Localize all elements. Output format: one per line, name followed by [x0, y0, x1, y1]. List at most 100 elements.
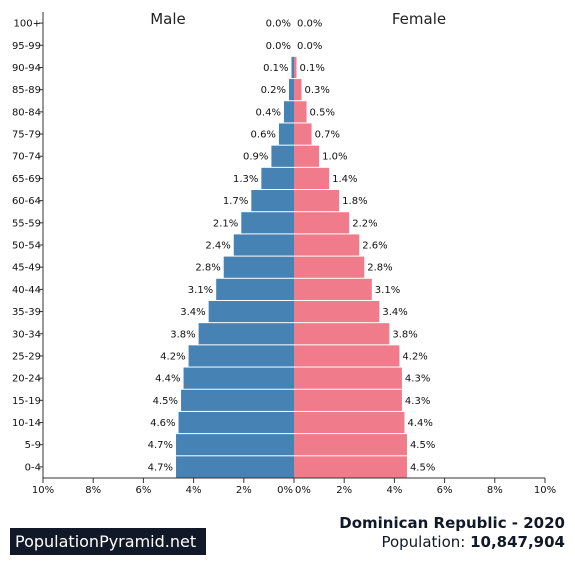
age-group-label: 50-54	[12, 241, 41, 252]
female-bar-25-29	[294, 345, 400, 367]
x-tick-label: 10%	[32, 485, 54, 496]
male-bar-65-69	[261, 167, 294, 190]
male-value-label: 0.9%	[243, 152, 268, 163]
female-value-label: 0.7%	[315, 130, 340, 141]
male-bar-20-24	[183, 367, 294, 389]
male-bar-90-94	[291, 56, 294, 79]
male-value-label: 0.6%	[251, 130, 276, 141]
female-value-label: 0.0%	[297, 19, 322, 30]
male-value-label: 2.4%	[205, 241, 230, 252]
female-value-label: 3.4%	[382, 307, 407, 318]
female-value-label: 4.2%	[402, 351, 427, 362]
male-value-label: 0.4%	[256, 107, 281, 118]
male-bar-30-34	[198, 323, 294, 345]
male-bar-70-74	[271, 145, 294, 167]
female-bar-30-34	[294, 323, 390, 345]
x-tick-label: 8%	[85, 485, 101, 496]
male-value-label: 3.4%	[180, 307, 205, 318]
male-value-label: 3.8%	[170, 329, 195, 340]
value-labels: 0.0% 0.0% 0.0% 0.0% 0.1% 0.1% 0.2% 0.3% 0.4% 0.5%…	[148, 19, 436, 474]
age-group-label: 45-49	[12, 263, 41, 274]
male-bar-40-44	[216, 278, 294, 300]
x-tick-label: 8%	[487, 485, 503, 496]
female-value-label: 0.5%	[310, 107, 335, 118]
female-bar-75-79	[294, 123, 312, 145]
male-value-label: 4.6%	[150, 418, 175, 429]
axes: 10% 8% 6% 4% 2% 0% 0% 2% 4% 6% 8% 10%	[32, 12, 556, 496]
age-group-label: 65-69	[12, 174, 41, 185]
age-group-label: 30-34	[12, 329, 41, 340]
male-value-label: 1.7%	[223, 196, 248, 207]
female-series-title: Female	[392, 10, 446, 28]
age-group-label: 85-89	[12, 85, 41, 96]
female-value-label: 3.8%	[392, 329, 417, 340]
male-value-label: 2.8%	[195, 263, 220, 274]
male-bar-15-19	[181, 389, 294, 411]
female-bar-60-64	[294, 190, 340, 212]
female-bar-50-54	[294, 234, 360, 256]
female-value-label: 2.2%	[352, 218, 377, 229]
male-bar-10-14	[178, 411, 294, 434]
female-value-label: 4.5%	[410, 440, 435, 451]
male-value-label: 4.5%	[153, 396, 178, 407]
female-bar-80-84	[294, 101, 307, 123]
age-group-label: 55-59	[12, 218, 41, 229]
male-value-label: 3.1%	[188, 285, 213, 296]
female-value-label: 4.3%	[405, 374, 430, 385]
age-group-label: 90-94	[12, 63, 41, 74]
x-tick-label: 4%	[386, 485, 402, 496]
population-value: 10,847,904	[470, 533, 565, 551]
female-bar-90-94	[294, 56, 297, 79]
female-bar-55-59	[294, 212, 350, 234]
female-value-label: 1.4%	[332, 174, 357, 185]
female-value-label: 3.1%	[375, 285, 400, 296]
male-bar-0-4	[176, 456, 294, 478]
male-bar-5-9	[176, 434, 294, 456]
age-group-label: 35-39	[12, 307, 41, 318]
male-bar-75-79	[278, 123, 294, 145]
female-bar-40-44	[294, 278, 372, 300]
male-bar-85-89	[288, 79, 294, 101]
female-bar-65-69	[294, 167, 330, 190]
age-group-label: 80-84	[12, 107, 41, 118]
female-bar-10-14	[294, 411, 405, 434]
male-bar-25-29	[188, 345, 294, 367]
female-bar-20-24	[294, 367, 402, 389]
male-bar-55-59	[241, 212, 294, 234]
male-bar-60-64	[251, 190, 294, 212]
population-label: Population:	[381, 533, 471, 551]
male-bars	[176, 56, 294, 478]
female-value-label: 4.4%	[407, 418, 432, 429]
age-group-label: 75-79	[12, 130, 41, 141]
age-group-label: 40-44	[12, 285, 41, 296]
brand-logo: PopulationPyramid.net	[10, 528, 206, 555]
x-tick-label: 6%	[135, 485, 151, 496]
male-value-label: 4.7%	[148, 462, 173, 473]
age-group-labels: 100+ 95-99 90-94 85-89 80-84 75-79 70-74 65-69 6…	[12, 19, 41, 474]
population-pyramid-chart: 0.0% 0.0% 0.0% 0.0% 0.1% 0.1% 0.2% 0.3% 0.4% 0.5%…	[12, 10, 556, 496]
male-value-label: 0.2%	[261, 85, 286, 96]
female-bar-15-19	[294, 389, 402, 411]
female-value-label: 4.3%	[405, 396, 430, 407]
age-group-label: 5-9	[25, 440, 41, 451]
male-bar-80-84	[283, 101, 294, 123]
male-value-label: 2.1%	[213, 218, 238, 229]
female-bar-45-49	[294, 256, 365, 278]
male-value-label: 4.7%	[148, 440, 173, 451]
x-tick-label: 2%	[336, 485, 352, 496]
x-tick-label: 6%	[437, 485, 453, 496]
female-value-label: 0.3%	[305, 85, 330, 96]
female-bar-0-4	[294, 456, 407, 478]
female-value-label: 2.8%	[367, 263, 392, 274]
male-value-label: 1.3%	[233, 174, 258, 185]
age-group-label: 15-19	[12, 396, 41, 407]
male-value-label: 0.0%	[266, 41, 291, 52]
female-bar-5-9	[294, 434, 407, 456]
female-bar-35-39	[294, 300, 380, 323]
female-value-label: 4.5%	[410, 462, 435, 473]
x-tick-label: 4%	[186, 485, 202, 496]
female-value-label: 1.0%	[322, 152, 347, 163]
male-value-label: 0.1%	[263, 63, 288, 74]
male-bar-50-54	[233, 234, 294, 256]
age-group-label: 0-4	[25, 462, 41, 473]
